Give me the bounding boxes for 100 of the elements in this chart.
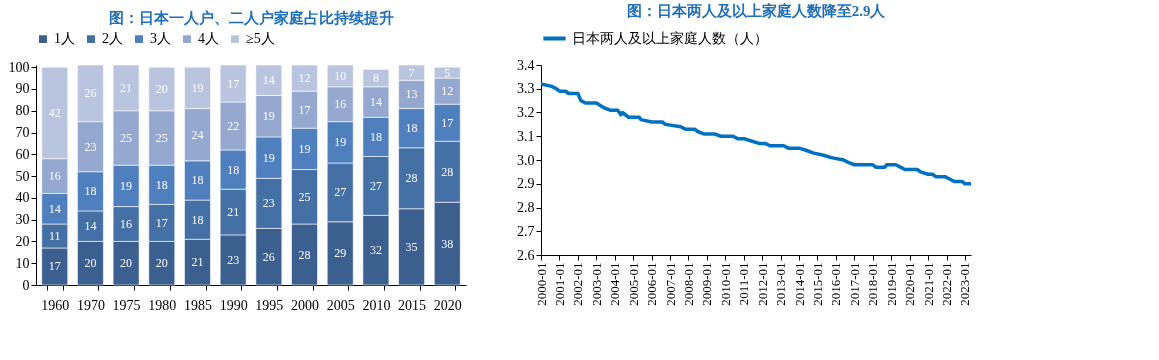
data-label: 17 <box>155 215 168 230</box>
data-label: 16 <box>334 97 347 112</box>
y-tick-label: 20 <box>15 233 30 249</box>
x-tick-label: 2002-01 <box>570 262 586 306</box>
x-tick-label: 2001-01 <box>551 262 567 306</box>
y-tick-label: 3.3 <box>517 81 535 97</box>
x-tick-label: 2009-01 <box>699 262 715 306</box>
x-tick-label: 2017-01 <box>846 262 862 306</box>
data-label: 17 <box>227 76 240 91</box>
data-label: 20 <box>155 81 168 96</box>
x-tick-label: 2012-01 <box>754 262 770 306</box>
x-tick-label: 1990 <box>219 297 248 313</box>
x-tick-label: 2006-01 <box>644 262 660 306</box>
data-label: 25 <box>298 189 311 204</box>
x-tick-label: 2000-01 <box>533 262 549 306</box>
data-label: 21 <box>191 255 204 270</box>
data-label: 42 <box>48 105 61 120</box>
data-label: 8 <box>372 71 379 86</box>
y-tick-label: 80 <box>15 103 30 119</box>
x-tick-label: 2015 <box>398 297 427 313</box>
x-tick-label: 2004-01 <box>607 262 623 306</box>
y-tick-label: 90 <box>15 81 30 97</box>
data-label: 14 <box>84 219 97 234</box>
x-tick-label: 1980 <box>148 297 177 313</box>
data-label: 32 <box>369 243 382 258</box>
x-tick-label: 2008-01 <box>680 262 696 306</box>
x-tick-label: 2023-01 <box>957 262 973 306</box>
data-label: 10 <box>334 68 347 83</box>
x-tick-label: 2010-01 <box>717 262 733 306</box>
data-label: 17 <box>441 115 454 130</box>
data-label: 25 <box>120 130 133 145</box>
data-label: 17 <box>298 102 311 117</box>
x-tick-label: 2015-01 <box>809 262 825 306</box>
data-label: 12 <box>441 84 454 99</box>
x-tick-label: 1985 <box>183 297 212 313</box>
x-tick-label: 2018-01 <box>865 262 881 306</box>
x-tick-label: 2010 <box>362 297 391 313</box>
data-label: 21 <box>227 205 240 220</box>
y-tick-label: 0 <box>22 277 30 293</box>
y-tick-label: 3.1 <box>517 128 535 144</box>
x-tick-label: 2003-01 <box>588 262 604 306</box>
data-label: 19 <box>334 135 347 150</box>
data-label: 26 <box>262 249 275 264</box>
legend-label: 日本两人及以上家庭人数（人） <box>572 29 768 46</box>
y-tick-label: 3.0 <box>517 152 535 168</box>
data-label: 23 <box>227 252 240 267</box>
y-tick-label: 2.8 <box>517 200 535 215</box>
data-label: 27 <box>334 185 347 200</box>
data-label: 25 <box>155 130 168 145</box>
data-label: 5 <box>444 65 451 80</box>
x-tick-label: 2011-01 <box>736 262 752 306</box>
data-label: 11 <box>48 228 61 243</box>
data-label: 35 <box>405 239 418 254</box>
legend-label: 1人 <box>54 31 75 47</box>
data-label: 29 <box>334 246 347 261</box>
data-label: 21 <box>120 80 133 95</box>
legend-label: 3人 <box>150 31 171 47</box>
data-label: 19 <box>298 141 311 156</box>
data-label: 16 <box>120 217 133 232</box>
y-tick-label: 10 <box>15 255 30 271</box>
data-label: 26 <box>84 86 97 101</box>
y-tick-label: 70 <box>15 125 30 141</box>
x-tick-label: 1960 <box>41 297 70 313</box>
data-label: 19 <box>262 150 275 165</box>
y-tick-label: 2.7 <box>517 223 535 239</box>
data-label: 20 <box>84 256 97 271</box>
chart-title: 图：日本一人户、二人户家庭占比持续提升 <box>108 9 394 26</box>
y-tick-label: 50 <box>15 168 30 184</box>
x-tick-label: 2021-01 <box>920 262 936 306</box>
x-tick-label: 2005 <box>326 297 355 313</box>
data-label: 18 <box>84 184 97 199</box>
data-label: 18 <box>155 177 168 192</box>
data-label: 23 <box>262 196 275 211</box>
data-label: 14 <box>369 95 382 110</box>
x-tick-label: 2014-01 <box>791 262 807 306</box>
data-label: 20 <box>120 256 133 271</box>
line-series <box>539 82 973 186</box>
data-label: 18 <box>191 173 204 188</box>
x-tick-label: 2022-01 <box>939 262 955 306</box>
data-label: 14 <box>262 73 275 88</box>
data-label: 28 <box>441 164 454 179</box>
data-label: 16 <box>48 169 61 184</box>
y-tick-label: 40 <box>15 190 30 206</box>
data-label: 20 <box>155 256 168 271</box>
data-label: 17 <box>48 259 61 274</box>
y-tick-label: 30 <box>15 212 30 228</box>
x-tick-label: 2005-01 <box>625 262 641 306</box>
x-tick-label: 2007-01 <box>662 262 678 306</box>
y-tick-label: 3.2 <box>517 105 535 120</box>
data-label: 22 <box>227 118 240 133</box>
x-tick-label: 2013-01 <box>773 262 789 306</box>
y-tick-label: 3.4 <box>517 57 535 73</box>
x-tick-label: 2019-01 <box>883 262 899 306</box>
data-label: 18 <box>369 129 382 144</box>
data-label: 28 <box>298 247 311 262</box>
y-tick-label: 100 <box>8 59 30 75</box>
y-tick-label: 60 <box>15 146 30 162</box>
data-label: 18 <box>227 162 240 177</box>
x-tick-label: 2000 <box>291 297 320 313</box>
data-label: 24 <box>191 127 204 142</box>
